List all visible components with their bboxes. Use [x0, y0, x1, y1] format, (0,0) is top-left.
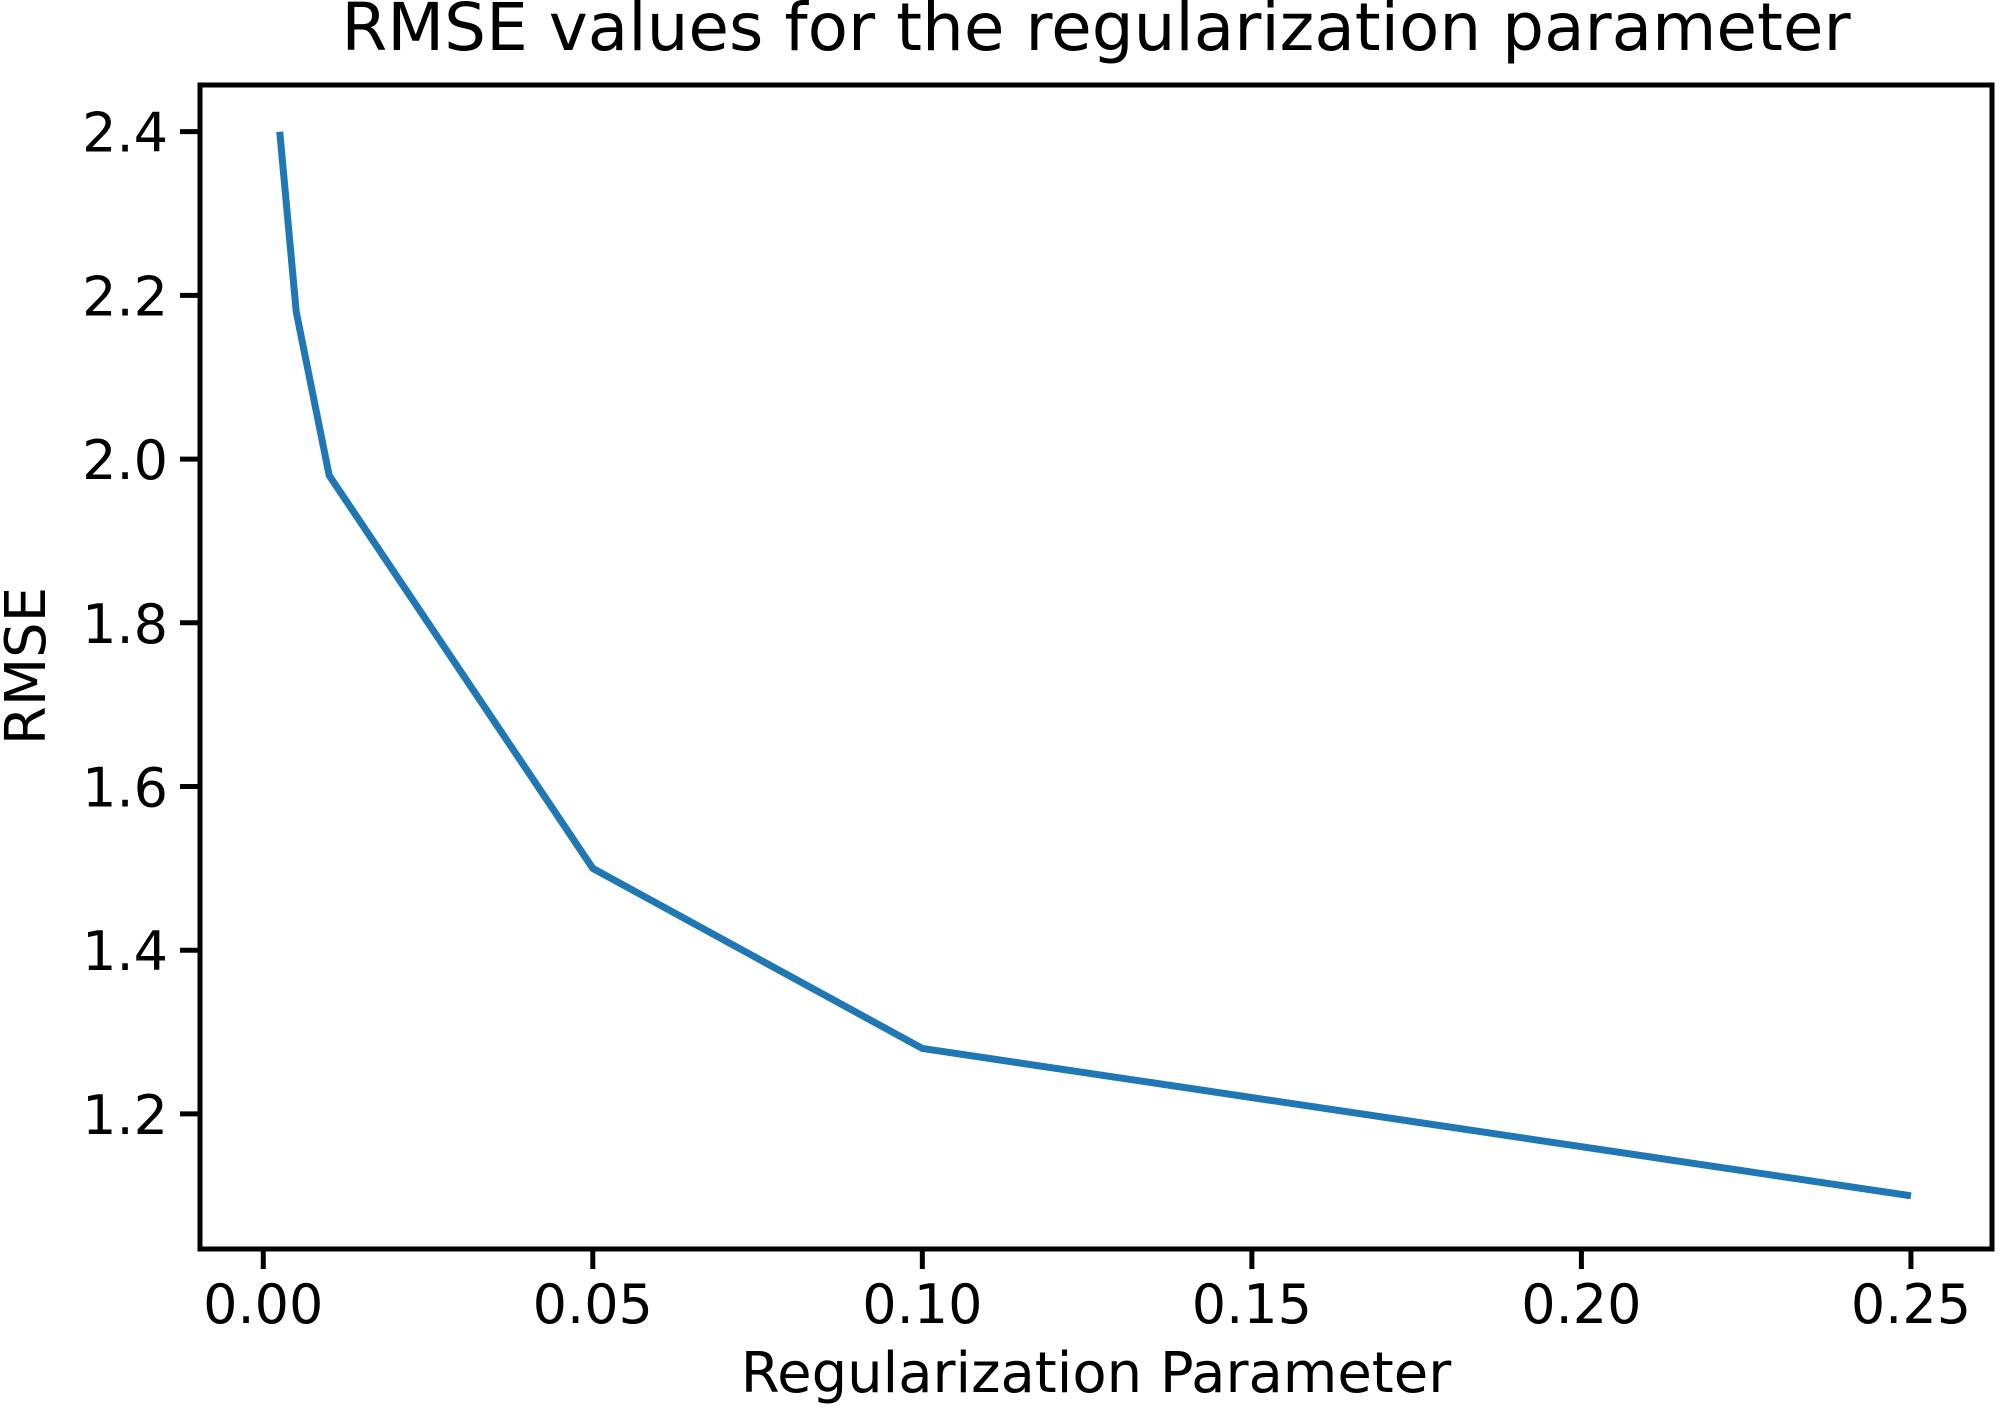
x-tick-label: 0.15 [1192, 1273, 1312, 1336]
x-tick-label: 0.00 [203, 1273, 323, 1336]
y-tick-label: 2.4 [82, 102, 168, 165]
y-tick-label: 1.4 [82, 920, 168, 983]
x-tick-label: 0.10 [862, 1273, 982, 1336]
y-tick-label: 1.8 [82, 593, 168, 656]
rmse-line [276, 131, 1912, 1200]
x-tick-label: 0.05 [533, 1273, 653, 1336]
y-tick-label: 1.2 [82, 1084, 168, 1147]
y-tick-label: 1.6 [82, 757, 168, 820]
chart-title: RMSE values for the regularization param… [341, 0, 1851, 66]
y-tick-label: 2.0 [82, 429, 168, 492]
plot-frame [197, 82, 1995, 1252]
x-axis-label: Regularization Parameter [740, 1341, 1452, 1406]
x-tick-label: 0.20 [1521, 1273, 1641, 1336]
x-tick-label: 0.25 [1851, 1273, 1971, 1336]
y-tick-label: 2.2 [82, 265, 168, 328]
